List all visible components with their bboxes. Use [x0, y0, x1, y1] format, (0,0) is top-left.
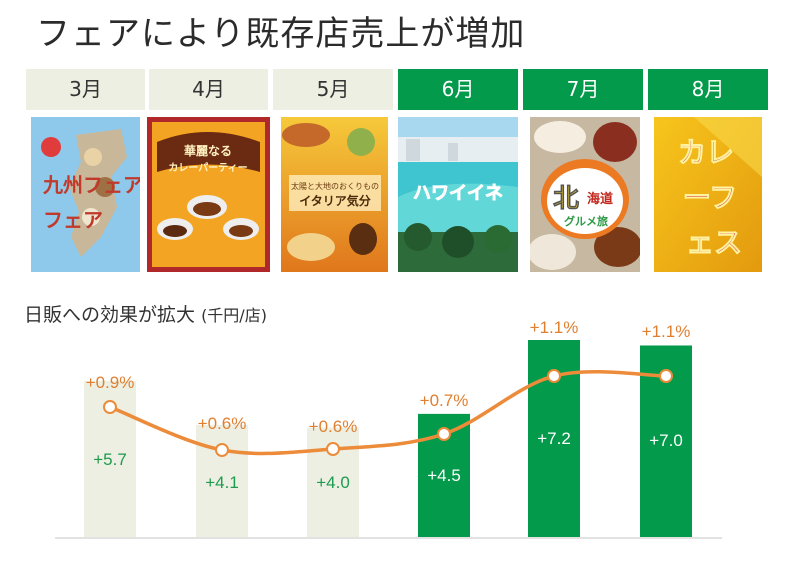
line-point-6月 [437, 427, 451, 441]
svg-text:カレ: カレ [678, 136, 734, 169]
bar-value-label: +4.5 [427, 466, 461, 485]
month-header-august: 8月 [648, 69, 768, 110]
svg-text:海道: 海道 [587, 191, 613, 207]
poster-hawaii: ハワイイネ [398, 117, 518, 272]
trend-line [109, 369, 667, 456]
pct-label: +0.9% [86, 373, 135, 392]
bar-value-label: +4.0 [316, 473, 350, 492]
month-header-may: 5月 [273, 69, 393, 110]
pct-label: +0.6% [198, 414, 247, 433]
bar-value-label: +7.0 [649, 431, 683, 450]
line-point-8月 [659, 369, 673, 383]
svg-text:ーフ: ーフ [683, 181, 737, 214]
svg-text:太陽と大地のおくりもの: 太陽と大地のおくりもの [291, 181, 379, 191]
poster-hokkaido-gourmet: 北 海道 グルメ旅 [530, 117, 640, 272]
line-point-5月 [326, 442, 340, 456]
bar-value-label: +7.2 [537, 429, 571, 448]
month-header-march: 3月 [26, 69, 145, 110]
data-labels: +5.7 +0.9% +4.1 +0.6% +4.0 +0.6% +4.5 +0.7% +7.2… [86, 318, 691, 492]
month-header-july: 7月 [523, 69, 643, 110]
svg-text:華麗なる: 華麗なる [184, 143, 232, 158]
pct-label: +1.1% [530, 318, 579, 337]
page-title: フェアにより既存店売上が増加 [36, 14, 526, 54]
svg-text:カレーパーティー: カレーパーティー [168, 162, 247, 174]
line-point-4月 [215, 443, 229, 457]
month-header-june: 6月 [398, 69, 518, 110]
svg-text:ハワイイネ: ハワイイネ [413, 183, 503, 204]
svg-text:北: 北 [553, 184, 579, 214]
line-points [103, 369, 673, 457]
bar-series [84, 340, 692, 537]
bar-value-label: +5.7 [93, 450, 127, 469]
bar-value-label: +4.1 [205, 473, 239, 492]
line-point-7月 [547, 369, 561, 383]
poster-kyushu-fair: 九州フェア フェア [31, 117, 140, 272]
chart-title-main: 日販への効果が拡大 [24, 304, 196, 326]
poster-italia-kibun: 太陽と大地のおくりもの イタリア気分 [281, 117, 388, 272]
month-header-april: 4月 [149, 69, 268, 110]
svg-text:イタリア気分: イタリア気分 [299, 193, 371, 208]
poster-title: 九州フェア [42, 173, 140, 197]
svg-text:ェス: ェス [686, 226, 742, 259]
chart-title-unit: (千円/店) [201, 306, 267, 325]
svg-text:グルメ旅: グルメ旅 [564, 214, 608, 228]
line-point-3月 [103, 400, 117, 414]
pct-label: +0.6% [309, 417, 358, 436]
svg-text:フェア: フェア [43, 208, 103, 232]
poster-curry-fes: カレ ーフ ェス [654, 117, 762, 272]
pct-label: +1.1% [642, 322, 691, 341]
pct-label: +0.7% [420, 391, 469, 410]
poster-curry-party: 華麗なる カレーパーティー [147, 117, 270, 272]
chart-title: 日販への効果が拡大 (千円/店) [24, 300, 267, 327]
